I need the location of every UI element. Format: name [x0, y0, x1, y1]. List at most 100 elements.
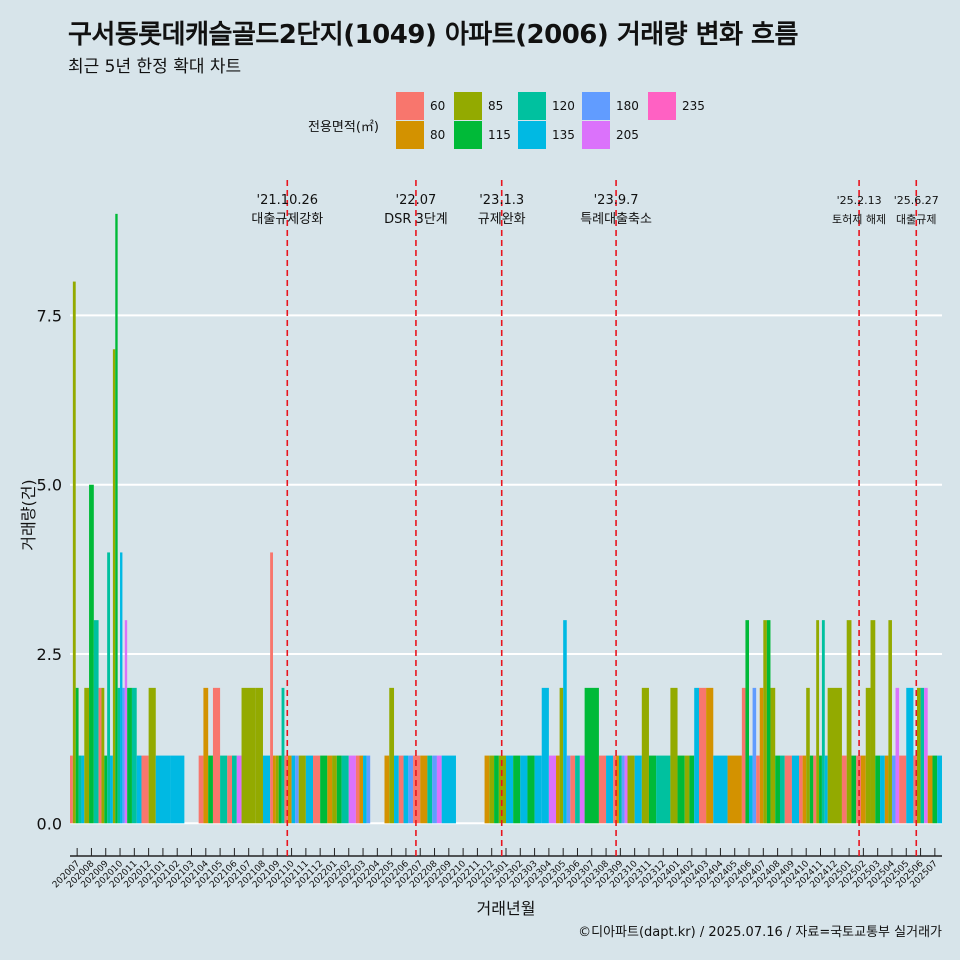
bar-202507-135 — [937, 755, 942, 824]
bar-202009-115 — [104, 755, 108, 824]
bar-202208-180 — [432, 755, 437, 824]
bar-202309-80 — [616, 755, 619, 824]
legend-label: 85 — [488, 99, 504, 113]
bar-202206-135 — [403, 755, 409, 824]
bar-202301-135 — [506, 755, 514, 824]
bar-202502-85 — [865, 687, 871, 824]
legend-title: 전용면적(㎡) — [308, 120, 379, 135]
bar-202007-115 — [75, 687, 79, 824]
bar-202206-60 — [398, 755, 404, 824]
bar-202304-135 — [541, 687, 549, 824]
bar-202010-85 — [112, 349, 116, 824]
y-tick-label: 7.5 — [37, 306, 62, 325]
bar-202010-135 — [120, 552, 123, 824]
bar-202009-120 — [107, 552, 111, 824]
bar-202309-60 — [613, 755, 617, 824]
event-label: 대출규제강화 — [251, 212, 323, 227]
event-date: '21.10.26 — [257, 193, 318, 208]
bar-202109-80 — [272, 755, 276, 824]
bar-202203-60 — [355, 755, 360, 824]
bar-202407-60 — [756, 755, 760, 824]
bar-202503-135 — [880, 755, 885, 824]
event-date: '23.9.7 — [594, 193, 639, 208]
bar-202409-135 — [791, 755, 800, 824]
bar-202411-115 — [819, 755, 822, 824]
bar-202008-120 — [93, 620, 99, 824]
bar-202506-85 — [916, 687, 921, 824]
bar-202206-180 — [408, 755, 414, 824]
bar-202303-115 — [527, 755, 535, 824]
bar-202106-120 — [232, 755, 237, 824]
bar-202205-80 — [384, 755, 390, 824]
bar-202506-120 — [920, 687, 925, 824]
bar-202504-80 — [884, 755, 889, 824]
bar-202311-85 — [641, 687, 649, 824]
bar-202503-85 — [870, 620, 876, 824]
bar-202009-135 — [110, 755, 113, 824]
bar-202410-85 — [806, 687, 810, 824]
bar-202109-115 — [278, 755, 282, 824]
chart-title: 구서동롯데캐슬골드2단지(1049) 아파트(2006) 거래량 변화 흐름 — [68, 20, 798, 50]
legend-swatch — [518, 121, 546, 149]
bar-202411-85 — [816, 620, 820, 824]
bar-202203-135 — [363, 755, 367, 824]
legend-label: 115 — [488, 128, 511, 142]
bar-202011-120 — [131, 687, 137, 824]
bar-202305-80 — [556, 755, 560, 824]
legend-label: 80 — [430, 128, 446, 142]
bar-202007-120 — [78, 755, 82, 824]
bar-202312-120 — [656, 755, 671, 824]
event-label: 토허제 해제 — [832, 212, 886, 226]
bar-202107-85 — [241, 687, 256, 824]
legend-swatch — [518, 92, 546, 120]
bar-202212-115 — [494, 755, 499, 824]
bar-202106-205 — [236, 755, 242, 824]
x-axis-title: 거래년월 — [477, 899, 536, 918]
bar-202405-80 — [727, 755, 742, 824]
legend-label: 180 — [616, 99, 639, 113]
bar-202201-80 — [327, 755, 333, 824]
bar-202408-120 — [779, 755, 785, 824]
y-axis-title: 거래량(건) — [19, 479, 38, 550]
bar-202310-85 — [627, 755, 635, 824]
bar-202506-205 — [924, 687, 928, 824]
bar-202009-85 — [101, 687, 105, 824]
bar-202105-60 — [212, 687, 221, 824]
bar-202011-135 — [136, 755, 142, 824]
bar-202311-115 — [648, 755, 657, 824]
legend-swatch — [396, 121, 424, 149]
legend: 전용면적(㎡) 60 80 85 115 120 135 180 205 235 — [308, 92, 728, 152]
y-tick-label: 0.0 — [37, 814, 62, 833]
bar-202102-135 — [170, 755, 185, 824]
bar-202308-135 — [606, 755, 614, 824]
bar-202503-115 — [875, 755, 881, 824]
bar-202010-180 — [122, 687, 125, 824]
bar-202104-80 — [203, 687, 209, 824]
bar-202104-115 — [208, 755, 213, 824]
bar-202407-85 — [763, 620, 767, 824]
event-label: 규제완화 — [478, 212, 526, 227]
y-tick-label: 5.0 — [37, 476, 62, 495]
bar-202110-60 — [284, 755, 288, 824]
bar-202502-80 — [860, 755, 866, 824]
bar-202112-115 — [320, 755, 328, 824]
bar-202207-60 — [413, 755, 421, 824]
bar-202504-85 — [888, 620, 892, 824]
bar-202507-80 — [927, 755, 933, 824]
legend-swatch — [648, 92, 676, 120]
bar-202205-85 — [389, 687, 395, 824]
bar-202410-115 — [809, 755, 814, 824]
bar-202401-85 — [670, 687, 678, 824]
bar-202201-115 — [336, 755, 342, 824]
legend-swatch — [454, 121, 482, 149]
legend-label: 205 — [616, 128, 639, 142]
bar-202306-60 — [570, 755, 576, 824]
bar-202302-135 — [520, 755, 528, 824]
bar-202007-135 — [81, 755, 85, 824]
bar-202501-115 — [851, 755, 857, 824]
legend-label: 235 — [682, 99, 705, 113]
event-date: '25.2.13 — [837, 194, 882, 207]
chart-subtitle: 최근 5년 한정 확대 차트 — [68, 57, 242, 77]
bar-202201-85 — [332, 755, 337, 824]
